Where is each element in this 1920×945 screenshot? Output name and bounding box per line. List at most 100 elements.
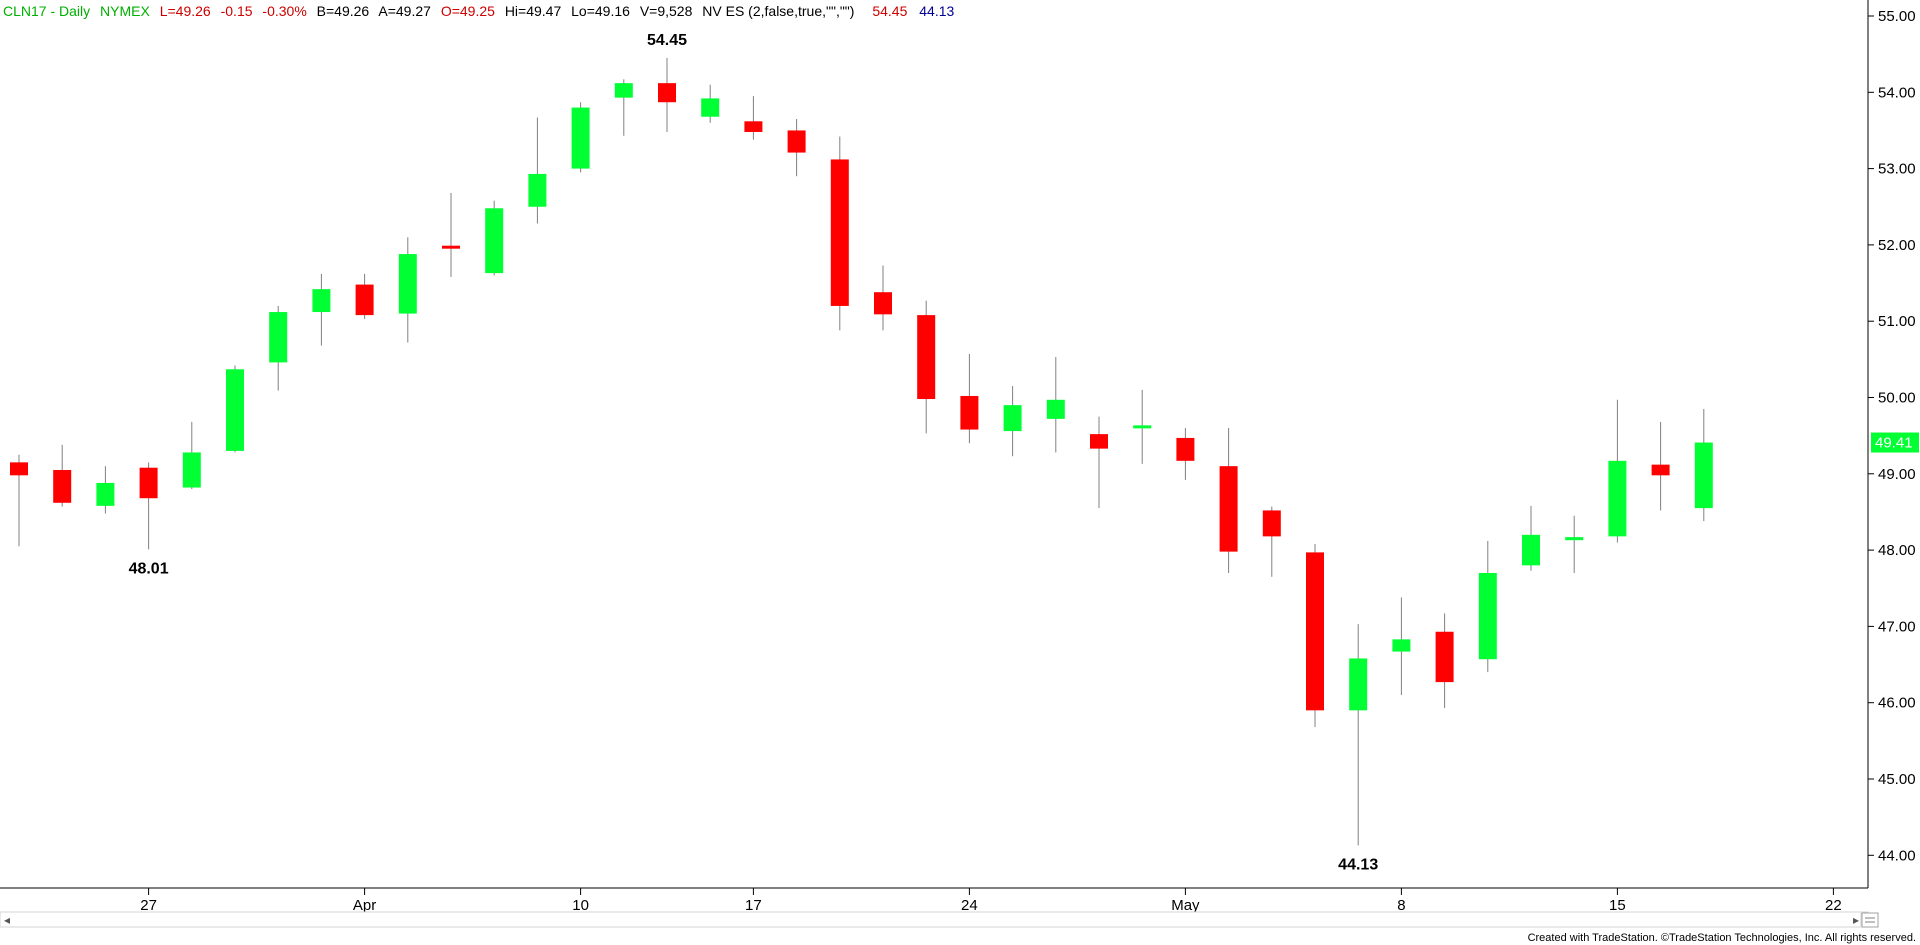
candle — [139, 462, 158, 550]
time-tick-label: 24 — [961, 897, 978, 914]
scroll-left-icon[interactable]: ◂ — [4, 913, 10, 927]
candle — [658, 57, 676, 132]
candle — [960, 354, 979, 444]
candle — [1219, 428, 1238, 573]
candle-body-up — [1133, 425, 1152, 429]
candle-body-down — [874, 292, 892, 315]
candle-body-down — [787, 130, 806, 153]
candle-body-down — [1306, 552, 1324, 711]
candle-body-up — [182, 452, 201, 488]
scroll-right-icon[interactable]: ▸ — [1853, 913, 1859, 927]
candle — [701, 84, 720, 123]
candle — [1003, 386, 1022, 457]
header-volume: V=9,528 — [640, 3, 693, 19]
candle — [874, 265, 892, 331]
candle-body-down — [442, 245, 460, 249]
price-tick-label: 47.00 — [1878, 618, 1916, 635]
candle — [485, 200, 504, 276]
candle-body-up — [1478, 572, 1497, 660]
candle — [1478, 540, 1497, 673]
zoom-slider[interactable] — [1861, 912, 1879, 928]
candle-body-down — [658, 83, 676, 103]
footer-credit: Created with TradeStation. ©TradeStation… — [1528, 932, 1916, 944]
candle — [528, 117, 547, 224]
candle — [1694, 408, 1713, 522]
header-indicator: NV ES (2,false,true,"","") — [702, 3, 854, 19]
candle — [787, 119, 806, 177]
header-low: Lo=49.16 — [571, 3, 630, 19]
candle-body-up — [1522, 534, 1540, 566]
price-tick-label: 51.00 — [1878, 313, 1916, 330]
time-tick-label: Apr — [353, 897, 376, 914]
time-tick-label: May — [1171, 897, 1200, 914]
header-change-pct: -0.30% — [262, 3, 306, 19]
header-ask: A=49.27 — [378, 3, 431, 19]
header-ind-high: 54.45 — [872, 3, 907, 19]
candle-body-down — [960, 395, 979, 430]
candle-body-up — [1349, 658, 1368, 711]
time-tick-label: 10 — [572, 897, 589, 914]
header-bid: B=49.26 — [317, 3, 370, 19]
candle — [442, 193, 460, 277]
candle-body-up — [1003, 405, 1022, 432]
candle — [1090, 416, 1108, 509]
candle — [1133, 389, 1152, 464]
candle — [398, 237, 417, 343]
price-axis: 44.00 45.00 46.00 47.00 48.00 49.00 50.00 51.00… — [1868, 8, 1916, 864]
candle — [53, 444, 72, 507]
candle — [1046, 357, 1065, 453]
price-tick-label: 55.00 — [1878, 8, 1916, 25]
price-tick-label: 50.00 — [1878, 390, 1916, 407]
time-tick-label: 8 — [1397, 897, 1405, 914]
time-tick-label: 22 — [1825, 897, 1842, 914]
candle-body-up — [485, 208, 504, 274]
horizontal-scrollbar[interactable]: ◂ ▸ — [0, 911, 1869, 928]
candle — [1306, 543, 1324, 728]
candle-body-down — [53, 469, 72, 503]
candle — [1608, 399, 1627, 543]
price-tick-label: 44.00 — [1878, 847, 1916, 864]
last-price-label: 49.41 — [1875, 435, 1913, 452]
price-annotation: 54.45 — [647, 32, 687, 49]
candle-body-down — [1435, 631, 1454, 683]
price-tick-label: 54.00 — [1878, 84, 1916, 101]
header-last: L=49.26 — [160, 3, 211, 19]
header-symbol: CLN17 - Daily — [3, 3, 90, 19]
candle-body-down — [830, 159, 849, 306]
candle-body-down — [1219, 466, 1238, 552]
candle — [226, 365, 244, 453]
candle-body-up — [269, 312, 288, 363]
candle-body-up — [528, 173, 547, 207]
candle-body-down — [917, 315, 936, 400]
candle-body-up — [96, 482, 115, 506]
candle-body-up — [312, 289, 331, 313]
candle — [1435, 613, 1454, 709]
candle — [10, 454, 28, 547]
candle — [1522, 505, 1540, 571]
candle-body-down — [139, 467, 158, 499]
candle-body-down — [1262, 510, 1281, 537]
candle-body-up — [571, 107, 590, 169]
price-tick-label: 46.00 — [1878, 695, 1916, 712]
time-tick-label: 15 — [1609, 897, 1626, 914]
chart-header: CLN17 - Daily NYMEX L=49.26 -0.15 -0.30%… — [3, 3, 955, 19]
candle — [744, 96, 763, 140]
price-tick-label: 45.00 — [1878, 771, 1916, 788]
price-tick-label: 49.00 — [1878, 466, 1916, 483]
candle — [1651, 421, 1670, 511]
header-high: Hi=49.47 — [505, 3, 562, 19]
last-price-badge — [1871, 432, 1919, 453]
candle-body-up — [1694, 442, 1713, 509]
candle-body-up — [1046, 399, 1065, 419]
candle-body-down — [1090, 434, 1108, 449]
header-ind-low: 44.13 — [919, 3, 954, 19]
candle-body-down — [1176, 437, 1195, 461]
candle — [312, 273, 331, 346]
candle-body-down — [10, 462, 28, 476]
header-change: -0.15 — [221, 3, 253, 19]
candle — [830, 136, 849, 331]
candle — [1349, 624, 1368, 846]
candle-body-up — [398, 254, 417, 314]
candle — [269, 305, 288, 391]
